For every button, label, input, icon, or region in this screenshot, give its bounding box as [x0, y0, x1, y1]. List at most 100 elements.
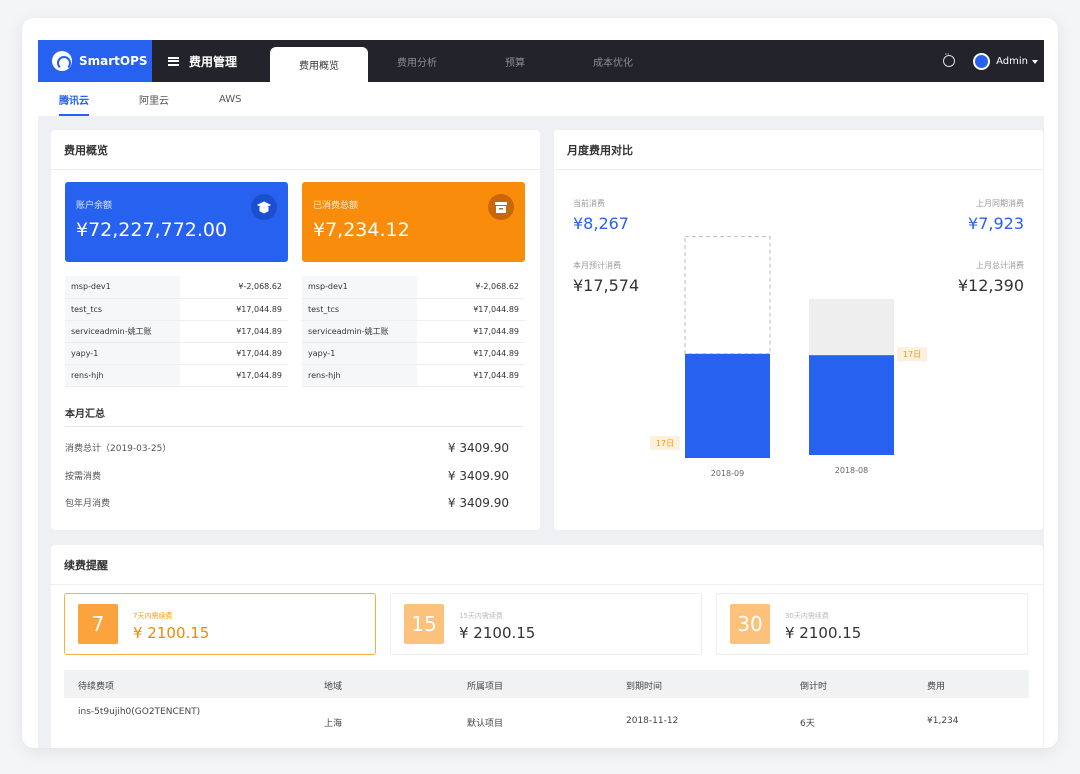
tab-optimization[interactable]: 成本优化 — [593, 57, 633, 69]
table-row: serviceadmin-姚工账 ¥17,044.89 — [65, 320, 288, 343]
overview-title: 费用概览 — [51, 130, 540, 170]
user-menu[interactable]: Admin — [996, 56, 1038, 67]
tab-aws[interactable]: AWS — [219, 93, 242, 105]
col-expiry: 到期时间 — [626, 682, 663, 692]
divider — [65, 426, 523, 427]
renewal-7days-box[interactable]: 7 7天内需续费 ¥ 2100.15 — [64, 593, 376, 655]
right-account-table: msp-dev1 ¥-2,068.62 test_tcs ¥17,044.89 serv… — [302, 276, 525, 387]
current-bar — [685, 353, 770, 458]
day-marker-label: 17日 — [903, 350, 921, 359]
tab-budget[interactable]: 预算 — [505, 57, 525, 69]
table-row: yapy-1 ¥17,044.89 — [302, 342, 525, 365]
renewal-count: 30 — [730, 604, 770, 644]
overview-card: 费用概览 账户余额 ¥72,227,772.00 已消费总额 ¥7,234.12… — [51, 130, 540, 530]
account-amount: ¥17,044.89 — [180, 342, 288, 365]
summary-value: ¥ 3409.90 — [447, 441, 509, 455]
last-same-value: ¥7,923 — [968, 214, 1024, 233]
cell-cost: ¥1,234 — [927, 716, 959, 726]
forecast-bar — [684, 236, 771, 355]
monthly-title: 月度费用对比 — [554, 130, 1043, 170]
month-summary-title: 本月汇总 — [65, 409, 105, 420]
account-amount: ¥-2,068.62 — [417, 276, 525, 299]
renewal-30days-box[interactable]: 30 30天内需续费 ¥ 2100.15 — [716, 593, 1028, 655]
account-name: serviceadmin-姚工账 — [65, 320, 180, 343]
brand-name: SmartOPS — [79, 54, 148, 68]
summary-value: ¥ 3409.90 — [447, 469, 509, 483]
account-amount: ¥17,044.89 — [180, 320, 288, 343]
message-icon[interactable] — [943, 50, 956, 67]
day-marker-badge — [650, 435, 680, 450]
renewal-label: 30天内需续费 — [785, 612, 829, 620]
x-tick-label: 2018-09 — [711, 469, 744, 478]
forecast-value: ¥17,574 — [573, 276, 640, 295]
renewal-15days-box[interactable]: 15 15天内需续费 ¥ 2100.15 — [390, 593, 702, 655]
box-icon — [488, 194, 514, 220]
renewal-title: 续费提醒 — [51, 545, 1043, 585]
account-name: test_tcs — [302, 298, 417, 321]
menu-toggle[interactable]: 费用管理 — [152, 40, 270, 82]
day-marker-label: 17日 — [656, 439, 674, 448]
table-row[interactable]: ins-5t9ujih0(GO2TENCENT) 上海 默认项目 2018-11… — [64, 698, 1029, 738]
summary-label: 按需消费 — [65, 472, 102, 482]
summary-row-prepaid: 包年月消费 ¥ 3409.90 — [65, 496, 509, 510]
balance-box: 账户余额 ¥72,227,772.00 — [65, 182, 288, 262]
tab-analysis[interactable]: 费用分析 — [397, 57, 437, 69]
x-tick-label: 2018-08 — [835, 466, 868, 475]
monthly-chart: 2018-09 17日 2018-08 17日 — [650, 236, 927, 478]
cell-countdown: 6天 — [800, 719, 815, 729]
account-name: msp-dev1 — [302, 276, 417, 299]
table-row: test_tcs ¥17,044.89 — [302, 298, 525, 321]
summary-label: 包年月消费 — [65, 499, 111, 509]
summary-row-total: 消费总计（2019-03-25） ¥ 3409.90 — [65, 441, 509, 455]
renewal-count: 7 — [78, 604, 118, 644]
account-name: serviceadmin-姚工账 — [302, 320, 417, 343]
renewal-label: 15天内需续费 — [459, 612, 503, 620]
current-label: 当前消费 — [573, 199, 605, 208]
balance-value: ¥72,227,772.00 — [76, 219, 228, 241]
account-amount: ¥-2,068.62 — [180, 276, 288, 299]
user-name: Admin — [996, 55, 1028, 67]
account-name: rens-hjh — [65, 364, 180, 387]
tab-aliyun[interactable]: 阿里云 — [139, 95, 169, 107]
table-row: serviceadmin-姚工账 ¥17,044.89 — [302, 320, 525, 343]
forecast-label: 本月预计消费 — [573, 261, 621, 270]
last-total-value: ¥12,390 — [957, 276, 1024, 295]
table-row: rens-hjh ¥17,044.89 — [65, 364, 288, 387]
smartops-logo-icon — [52, 51, 72, 71]
tab-tencent[interactable]: 腾讯云 — [59, 82, 89, 116]
account-amount: ¥17,044.89 — [417, 364, 525, 387]
account-amount: ¥17,044.89 — [417, 342, 525, 365]
spent-box: 已消费总额 ¥7,234.12 — [302, 182, 525, 262]
menu-title: 费用管理 — [189, 54, 238, 69]
tab-overview[interactable]: 费用概览 — [270, 47, 368, 82]
account-amount: ¥17,044.89 — [180, 298, 288, 321]
summary-value: ¥ 3409.90 — [447, 496, 509, 510]
spent-label: 已消费总额 — [313, 201, 359, 211]
renewal-card: 续费提醒 7 7天内需续费 ¥ 2100.15 15 15天内需续费 ¥ 210… — [51, 545, 1043, 748]
brand-logo[interactable]: SmartOPS — [38, 40, 152, 82]
current-value: ¥8,267 — [573, 214, 629, 233]
wallet-icon — [251, 194, 277, 220]
account-amount: ¥17,044.89 — [417, 298, 525, 321]
table-row: msp-dev1 ¥-2,068.62 — [302, 276, 525, 299]
summary-row-ondemand: 按需消费 ¥ 3409.90 — [65, 469, 509, 483]
renewal-amount: ¥ 2100.15 — [785, 624, 862, 642]
total-bar — [809, 298, 894, 356]
col-cost: 费用 — [927, 682, 946, 692]
renewal-table-header: 待续费项 地域 所属项目 到期时间 倒计时 费用 — [64, 670, 1029, 698]
balance-label: 账户余额 — [76, 201, 113, 211]
cell-item[interactable]: ins-5t9ujih0(GO2TENCENT) — [78, 707, 201, 717]
renewal-amount: ¥ 2100.15 — [459, 624, 536, 642]
account-name: yapy-1 — [65, 342, 180, 365]
cell-project: 默认项目 — [467, 719, 504, 729]
account-name: test_tcs — [65, 298, 180, 321]
user-area: Admin — [943, 40, 1044, 82]
table-row: test_tcs ¥17,044.89 — [65, 298, 288, 321]
avatar[interactable] — [973, 52, 991, 70]
last-total-label: 上月总计消费 — [976, 261, 1024, 270]
col-item: 待续费项 — [78, 682, 115, 692]
last-same-label: 上月同期消费 — [976, 199, 1024, 208]
summary-label: 消费总计（2019-03-25） — [65, 444, 172, 454]
spent-value: ¥7,234.12 — [313, 219, 410, 241]
menu-icon — [168, 56, 179, 66]
